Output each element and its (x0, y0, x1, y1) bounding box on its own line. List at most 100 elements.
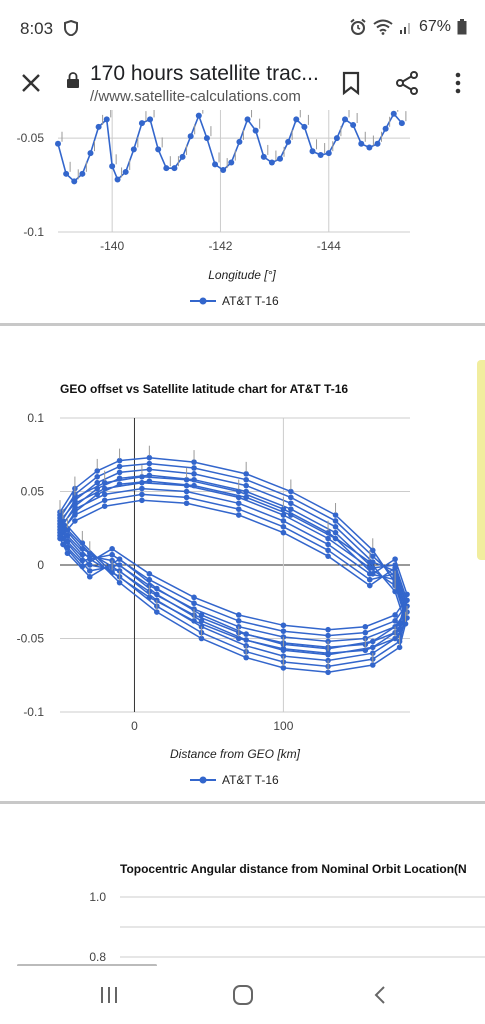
chart2-point (116, 579, 123, 586)
bookmark-icon[interactable] (340, 70, 362, 96)
longitude-chart: -0.05 -0.1 -140 -142 -144 Longitude [°] AT&T… (17, 110, 410, 308)
chart1-point (358, 140, 365, 147)
chart2-point (72, 518, 78, 524)
chart2-point (235, 500, 242, 507)
chart2-point (191, 476, 197, 483)
chart2-point (392, 556, 398, 562)
chart1-point (390, 110, 397, 117)
chart2-point (332, 535, 339, 542)
chart2-ytick: 0.05 (21, 485, 45, 499)
chart2-point (139, 491, 145, 498)
chart1-point (122, 168, 129, 175)
chart2-point (146, 460, 153, 467)
chart1-point (163, 165, 170, 172)
chart2-point (146, 478, 153, 485)
chart2-point (101, 497, 108, 504)
chart1-point (301, 123, 308, 130)
geo-offset-chart: GEO offset vs Satellite latitude chart f… (17, 382, 410, 787)
chart2-point (72, 503, 78, 510)
back-icon[interactable] (370, 984, 392, 1006)
topocentric-chart: Topocentric Angular distance from Nomina… (89, 862, 485, 964)
status-time: 8:03 (20, 19, 54, 38)
section-divider (0, 801, 485, 804)
chart1-legend-label: AT&T T-16 (222, 294, 279, 308)
chart2-point (369, 559, 376, 565)
chart1-point (179, 153, 186, 160)
chart1-point (285, 138, 292, 145)
chart2-point (280, 529, 287, 536)
chart1-point (147, 116, 154, 123)
chart2-point (325, 553, 331, 559)
chart2-point (139, 485, 145, 492)
chart1-point (268, 159, 275, 166)
chart2-point (60, 541, 66, 548)
chart2-title: GEO offset vs Satellite latitude chart f… (60, 382, 348, 396)
chart2-point (198, 635, 205, 642)
chart2-point (369, 553, 376, 559)
chart1-point (366, 144, 373, 151)
chart2-point (101, 503, 108, 510)
chart2-ytick: -0.05 (17, 632, 45, 646)
page-title[interactable]: 170 hours satellite trac... (90, 62, 319, 85)
shield-icon (64, 20, 78, 36)
chart2-point (325, 626, 331, 633)
chart2-xtick: 100 (273, 719, 293, 733)
chart1-point (87, 150, 94, 157)
chart1-xlabel: Longitude [°] (208, 268, 276, 282)
chart2-point (235, 612, 242, 618)
horizontal-scrollbar[interactable] (17, 964, 157, 967)
chart2-point (280, 622, 287, 629)
chart1-legend[interactable]: AT&T T-16 (190, 294, 279, 308)
chart2-point (116, 562, 123, 568)
chart1-point (103, 116, 110, 123)
chart1-xtick: -142 (208, 239, 232, 253)
chart2-point (280, 647, 287, 654)
chart2-point (235, 512, 242, 518)
chart2-point (369, 571, 376, 577)
chart1-point (244, 116, 251, 123)
chart2-point (191, 600, 197, 607)
charts-canvas: -0.05 -0.1 -140 -142 -144 Longitude [°] AT&T… (17, 110, 485, 964)
chart1-point (260, 153, 267, 160)
chart2-point (243, 471, 249, 477)
chart2-point (109, 551, 115, 558)
chart1-point (236, 138, 243, 145)
chart1-point (277, 155, 284, 162)
chart2-point (396, 621, 403, 627)
chart2-point (154, 609, 160, 615)
chart1-point (95, 123, 102, 130)
chart2-point (243, 637, 249, 643)
chart2-point (116, 463, 123, 470)
chart2-point (57, 535, 63, 542)
recent-apps-icon[interactable] (98, 984, 120, 1006)
chart2-point (116, 475, 123, 482)
chart2-point (146, 571, 153, 577)
page-content[interactable]: -0.05 -0.1 -140 -142 -144 Longitude [°] AT&T… (0, 110, 485, 966)
chart2-point (280, 512, 287, 518)
chart2-legend[interactable]: AT&T T-16 (190, 773, 279, 787)
chart2-point (79, 540, 86, 546)
chart2-point (79, 546, 86, 552)
page-url[interactable]: //www.satellite-calculations.com (90, 88, 301, 105)
chart2-point (243, 476, 249, 483)
chart2-point (288, 512, 294, 518)
chart1-point (55, 140, 61, 147)
more-icon[interactable] (448, 70, 468, 96)
chart1-point (114, 176, 121, 183)
chart2-point (369, 638, 376, 645)
chart1-point (398, 120, 405, 127)
scroll-tab[interactable] (477, 360, 485, 560)
battery-percent: 67% (418, 18, 451, 35)
chart1-point (333, 135, 340, 142)
share-icon[interactable] (394, 70, 420, 96)
chart2-point (94, 468, 101, 474)
chart2-point (280, 665, 287, 671)
home-icon[interactable] (232, 984, 254, 1006)
chart1-series-line (57, 112, 403, 183)
chart2-point (243, 654, 249, 661)
chart2-point (369, 662, 376, 668)
chart1-point (155, 146, 162, 153)
alarm-icon (350, 18, 366, 35)
chart2-point (332, 523, 339, 530)
close-icon[interactable] (18, 70, 44, 96)
